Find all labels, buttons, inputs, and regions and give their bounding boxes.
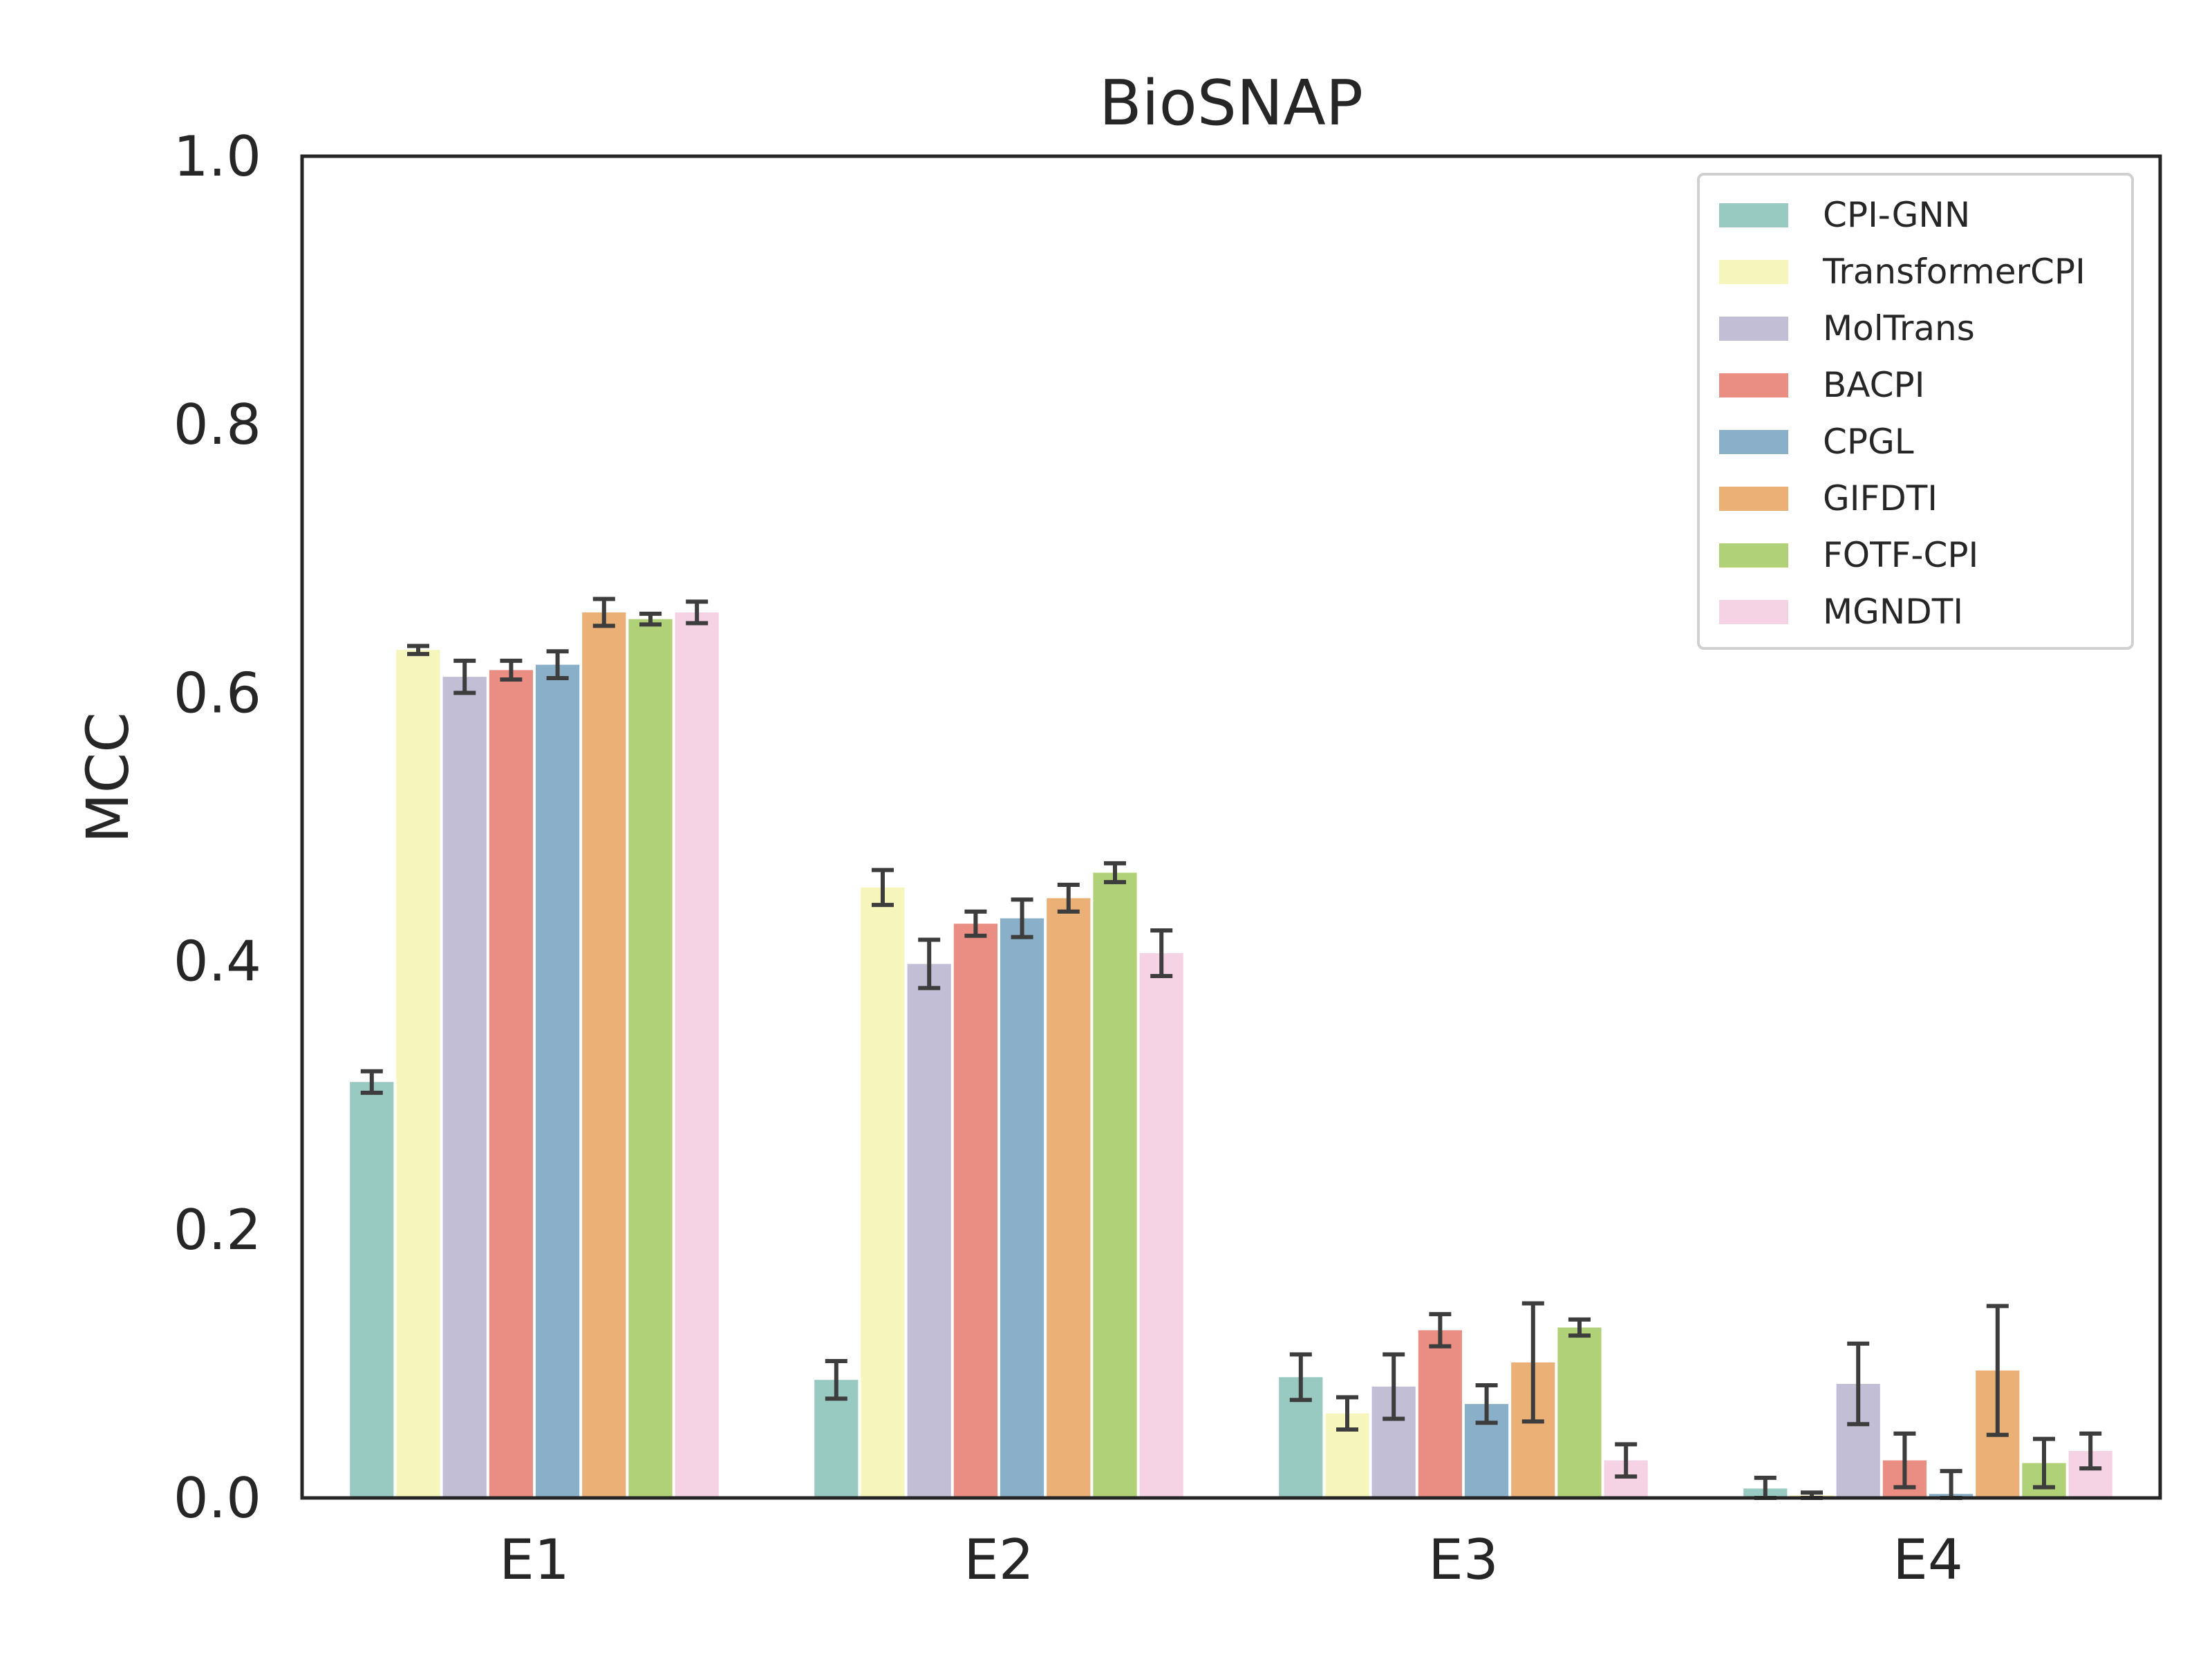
bar-bacpi-e3 — [1418, 1330, 1462, 1498]
y-axis-label: MCC — [74, 712, 142, 843]
y-tick-label: 0.2 — [174, 1198, 261, 1262]
error-bar-fotf-cpi-e2 — [1104, 861, 1126, 885]
y-ticks: 0.0 0.2 0.4 0.6 0.8 1.0 — [174, 124, 261, 1530]
legend-swatch-fotf-cpi — [1719, 543, 1788, 568]
bar-bacpi-e2 — [953, 924, 997, 1498]
x-tick-label-e3: E3 — [1428, 1528, 1498, 1592]
error-bar-gifdti-e2 — [1057, 882, 1080, 914]
x-tick-label-e2: E2 — [964, 1528, 1033, 1592]
error-bar-moltrans-e2 — [918, 937, 941, 991]
error-bar-bacpi-e1 — [500, 658, 523, 682]
bar-mgndti-e2 — [1139, 953, 1183, 1498]
y-tick-label: 1.0 — [174, 124, 261, 189]
legend-label-cpgl: CPGL — [1823, 422, 1914, 462]
legend-label-fotf-cpi: FOTF-CPI — [1823, 535, 1978, 575]
error-bar-fotf-cpi-e4 — [2033, 1436, 2055, 1490]
error-bar-bacpi-e4 — [1893, 1431, 1916, 1490]
error-bar-cpi-gnn-e3 — [1289, 1352, 1312, 1403]
y-tick-label: 0.0 — [174, 1466, 261, 1530]
error-bar-fotf-cpi-e1 — [639, 611, 662, 627]
error-bar-moltrans-e1 — [453, 658, 476, 695]
error-bar-moltrans-e4 — [1847, 1341, 1870, 1427]
error-bar-cpgl-e2 — [1011, 897, 1033, 939]
legend-swatch-bacpi — [1719, 373, 1788, 397]
error-bar-gifdti-e3 — [1521, 1301, 1544, 1424]
error-bar-transformercpi-e1 — [407, 644, 429, 657]
legend-label-moltrans: MolTrans — [1823, 308, 1975, 348]
legend-swatch-mgndti — [1719, 600, 1788, 624]
legend-swatch-cpgl — [1719, 430, 1788, 454]
bar-mgndti-e1 — [675, 612, 719, 1499]
legend-label-bacpi: BACPI — [1823, 365, 1924, 405]
error-bar-gifdti-e4 — [1986, 1304, 2009, 1437]
error-bar-cpi-gnn-e2 — [825, 1359, 847, 1401]
x-tick-label-e1: E1 — [499, 1528, 569, 1592]
legend-box — [1697, 173, 2134, 650]
x-tick-label-e4: E4 — [1893, 1528, 1962, 1592]
error-bar-bacpi-e3 — [1429, 1312, 1452, 1349]
bar-cpgl-e1 — [536, 664, 580, 1499]
error-bar-cpgl-e1 — [546, 649, 569, 681]
error-bar-cpi-gnn-e1 — [360, 1069, 383, 1095]
error-bar-mgndti-e2 — [1150, 928, 1173, 978]
bar-moltrans-e1 — [442, 677, 487, 1499]
error-bar-gifdti-e1 — [592, 597, 615, 628]
bar-transformercpi-e1 — [396, 650, 440, 1498]
error-bar-moltrans-e3 — [1382, 1352, 1405, 1421]
bar-transformercpi-e2 — [861, 887, 905, 1498]
y-tick-label: 0.6 — [174, 661, 261, 725]
error-bar-bacpi-e2 — [964, 909, 987, 938]
plot-frame — [300, 154, 2162, 1500]
legend-swatch-gifdti — [1719, 487, 1788, 511]
error-bar-mgndti-e4 — [2079, 1431, 2102, 1471]
bar-gifdti-e1 — [582, 612, 626, 1499]
bar-fotf-cpi-e3 — [1557, 1327, 1602, 1498]
bars-layer — [350, 612, 2112, 1499]
chart-title: BioSNAP — [1099, 67, 1363, 140]
bar-cpgl-e2 — [1000, 918, 1044, 1498]
error-bar-cpgl-e3 — [1475, 1382, 1498, 1425]
error-bar-transformercpi-e3 — [1336, 1395, 1358, 1432]
legend-swatch-moltrans — [1719, 317, 1788, 341]
y-tick-label: 0.4 — [174, 930, 261, 994]
bar-cpi-gnn-e1 — [350, 1082, 394, 1498]
bar-gifdti-e2 — [1047, 898, 1091, 1498]
y-tick-label: 0.8 — [174, 393, 261, 457]
legend-swatch-transformercpi — [1719, 260, 1788, 284]
bar-moltrans-e2 — [907, 964, 951, 1498]
x-ticks: E1 E2 E3 E4 — [499, 1528, 1962, 1592]
error-bar-mgndti-e3 — [1615, 1442, 1638, 1479]
legend-label-cpi-gnn: CPI-GNN — [1823, 195, 1970, 235]
error-bars-layer — [360, 597, 2102, 1500]
bar-fotf-cpi-e1 — [628, 619, 673, 1498]
legend-swatch-cpi-gnn — [1719, 203, 1788, 227]
legend-label-transformercpi: TransformerCPI — [1822, 252, 2086, 292]
legend-label-gifdti: GIFDTI — [1823, 478, 1938, 518]
error-bar-fotf-cpi-e3 — [1568, 1317, 1591, 1338]
error-bar-transformercpi-e2 — [872, 868, 894, 908]
legend: CPI-GNN TransformerCPI MolTrans BACPI CPGL GI… — [1697, 173, 2134, 650]
bar-bacpi-e1 — [489, 670, 533, 1498]
legend-label-mgndti: MGNDTI — [1823, 592, 1963, 632]
error-bar-mgndti-e1 — [686, 599, 709, 626]
bar-fotf-cpi-e2 — [1093, 872, 1137, 1498]
